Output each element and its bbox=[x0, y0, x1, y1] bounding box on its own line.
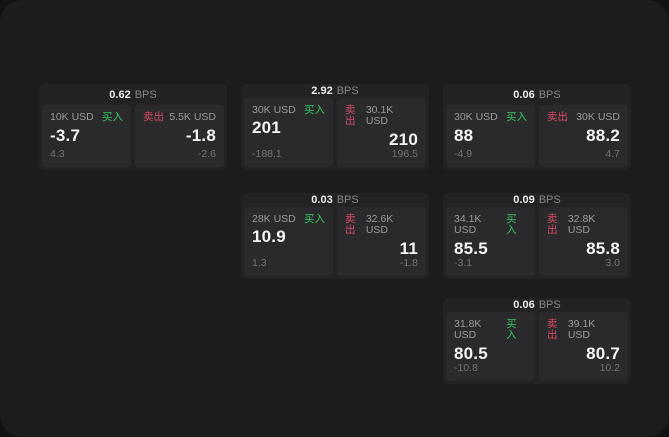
sell-delta: 10.2 bbox=[599, 362, 620, 375]
sell-delta: 4.7 bbox=[605, 148, 620, 161]
sell-price: 11 bbox=[399, 238, 418, 258]
buy-label: 买入 bbox=[304, 103, 325, 116]
sell-amount: 39.1K USD bbox=[567, 317, 596, 342]
sell-amount: 5.5K USD bbox=[169, 111, 216, 123]
buy-label: 买入 bbox=[506, 111, 527, 123]
bps-unit: BPS bbox=[538, 193, 561, 206]
buy-panel[interactable]: 30K USD 买入 201 -188.1 bbox=[244, 97, 333, 167]
bps-value: 0.06 bbox=[513, 298, 535, 311]
buy-panel[interactable]: 34.1K USD 买入 85.5 -3.1 bbox=[446, 206, 535, 276]
sell-price: 210 bbox=[389, 129, 418, 149]
buy-delta: -4.9 bbox=[454, 148, 473, 161]
buy-price: 85.5 bbox=[454, 238, 488, 258]
bps-unit: BPS bbox=[336, 193, 359, 206]
buy-label: 买入 bbox=[304, 212, 325, 225]
buy-amount: 30K USD bbox=[252, 103, 296, 116]
buy-delta: -3.1 bbox=[454, 257, 473, 270]
sell-price: 80.7 bbox=[586, 343, 620, 363]
buy-panel[interactable]: 28K USD 买入 10.9 1.3 bbox=[244, 206, 333, 276]
sell-panel[interactable]: 卖出 30K USD 88.2 4.7 bbox=[539, 105, 628, 167]
bps-value: 0.62 bbox=[109, 88, 131, 101]
sell-label: 卖出 bbox=[345, 212, 356, 237]
buy-amount: 34.1K USD bbox=[454, 212, 482, 237]
quote-panels: 28K USD 买入 10.9 1.3 卖出 32.6K USD 11 -1.8 bbox=[244, 206, 426, 276]
bps-header: 0.06 BPS bbox=[446, 298, 628, 312]
buy-amount: 30K USD bbox=[454, 111, 498, 123]
bps-value: 0.06 bbox=[513, 88, 535, 101]
sell-label: 卖出 bbox=[345, 103, 356, 128]
quote-panels: 30K USD 买入 201 -188.1 卖出 30.1K USD 210 1… bbox=[244, 97, 426, 167]
sell-label: 卖出 bbox=[547, 317, 558, 342]
sell-price: 88.2 bbox=[586, 125, 620, 145]
buy-panel[interactable]: 10K USD 买入 -3.7 4.3 bbox=[42, 105, 131, 167]
quote-panels: 10K USD 买入 -3.7 4.3 卖出 5.5K USD -1.8 -2.… bbox=[42, 105, 224, 167]
sell-amount: 32.8K USD bbox=[567, 212, 596, 237]
buy-label: 买入 bbox=[506, 212, 517, 237]
quote-panels: 34.1K USD 买入 85.5 -3.1 卖出 32.8K USD 85.8… bbox=[446, 206, 628, 276]
quote-card-6: 0.06 BPS 31.8K USD 买入 80.5 -10.8 卖出 39.1… bbox=[443, 298, 631, 384]
quote-panels: 30K USD 买入 88 -4.9 卖出 30K USD 88.2 4.7 bbox=[446, 105, 628, 167]
buy-panel[interactable]: 30K USD 买入 88 -4.9 bbox=[446, 105, 535, 167]
sell-label: 卖出 bbox=[547, 111, 568, 123]
sell-panel[interactable]: 卖出 39.1K USD 80.7 10.2 bbox=[539, 311, 628, 381]
quote-card-4: 0.03 BPS 28K USD 买入 10.9 1.3 卖出 32.6K US… bbox=[241, 193, 429, 279]
buy-panel[interactable]: 31.8K USD 买入 80.5 -10.8 bbox=[446, 311, 535, 381]
buy-amount: 28K USD bbox=[252, 212, 296, 225]
sell-label: 卖出 bbox=[547, 212, 558, 237]
quote-panels: 31.8K USD 买入 80.5 -10.8 卖出 39.1K USD 80.… bbox=[446, 311, 628, 381]
bps-unit: BPS bbox=[538, 298, 561, 311]
buy-delta: 4.3 bbox=[50, 148, 65, 161]
buy-label: 买入 bbox=[102, 111, 123, 123]
buy-price: -3.7 bbox=[50, 125, 81, 145]
sell-delta: -1.8 bbox=[399, 257, 418, 270]
buy-delta: -188.1 bbox=[252, 148, 282, 161]
sell-panel[interactable]: 卖出 5.5K USD -1.8 -2.6 bbox=[135, 105, 224, 167]
bps-value: 0.09 bbox=[513, 193, 535, 206]
bps-header: 0.03 BPS bbox=[244, 193, 426, 207]
quote-card-2: 2.92 BPS 30K USD 买入 201 -188.1 卖出 30.1K … bbox=[241, 84, 429, 170]
bps-header: 0.62 BPS bbox=[42, 84, 224, 105]
sell-panel[interactable]: 卖出 32.8K USD 85.8 3.0 bbox=[539, 206, 628, 276]
bps-value: 2.92 bbox=[311, 84, 333, 97]
quote-card-5: 0.09 BPS 34.1K USD 买入 85.5 -3.1 卖出 32.8K… bbox=[443, 193, 631, 279]
bps-header: 0.06 BPS bbox=[446, 84, 628, 105]
buy-delta: 1.3 bbox=[252, 257, 267, 270]
buy-price: 10.9 bbox=[252, 227, 286, 247]
sell-price: 85.8 bbox=[586, 238, 620, 258]
buy-amount: 31.8K USD bbox=[454, 317, 482, 342]
sell-delta: 196.5 bbox=[391, 148, 418, 161]
bps-header: 0.09 BPS bbox=[446, 193, 628, 207]
sell-delta: 3.0 bbox=[605, 257, 620, 270]
sell-amount: 32.6K USD bbox=[365, 212, 394, 237]
quote-card-1: 0.62 BPS 10K USD 买入 -3.7 4.3 卖出 5.5K USD… bbox=[39, 84, 227, 170]
sell-amount: 30.1K USD bbox=[365, 103, 394, 128]
buy-price: 88 bbox=[454, 125, 474, 145]
sell-delta: -2.6 bbox=[197, 148, 216, 161]
quote-card-3: 0.06 BPS 30K USD 买入 88 -4.9 卖出 30K USD 8… bbox=[443, 84, 631, 170]
buy-price: 80.5 bbox=[454, 343, 488, 363]
buy-amount: 10K USD bbox=[50, 111, 94, 123]
bps-unit: BPS bbox=[134, 88, 157, 101]
bps-unit: BPS bbox=[538, 88, 561, 101]
buy-label: 买入 bbox=[506, 317, 517, 342]
bps-header: 2.92 BPS bbox=[244, 84, 426, 98]
sell-amount: 30K USD bbox=[576, 111, 620, 123]
buy-delta: -10.8 bbox=[454, 362, 478, 375]
bps-unit: BPS bbox=[336, 84, 359, 97]
sell-panel[interactable]: 卖出 30.1K USD 210 196.5 bbox=[337, 97, 426, 167]
sell-price: -1.8 bbox=[185, 125, 216, 145]
buy-price: 201 bbox=[252, 118, 281, 138]
bps-value: 0.03 bbox=[311, 193, 333, 206]
sell-panel[interactable]: 卖出 32.6K USD 11 -1.8 bbox=[337, 206, 426, 276]
sell-label: 卖出 bbox=[143, 111, 164, 123]
